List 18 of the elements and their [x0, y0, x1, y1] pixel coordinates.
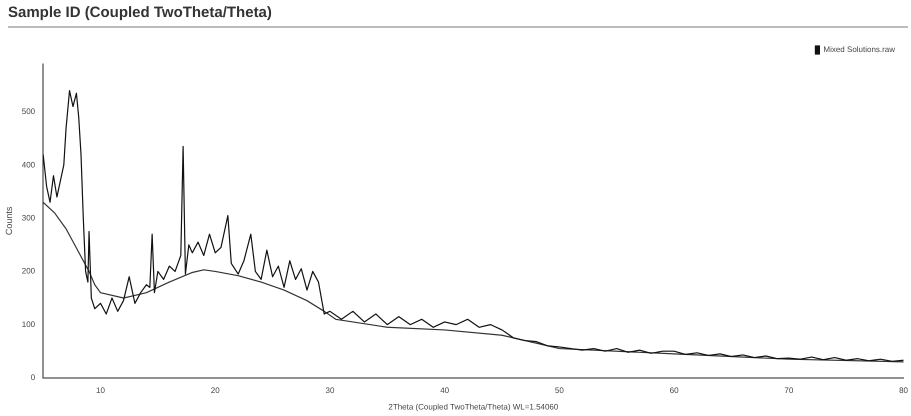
- chart-title: Sample ID (Coupled TwoTheta/Theta): [8, 4, 272, 21]
- x-tick-label: 10: [96, 386, 106, 395]
- x-tick-label: 70: [784, 386, 794, 395]
- x-tick-label: 50: [554, 386, 564, 395]
- x-tick-label: 60: [670, 386, 680, 395]
- x-axis-title: 2Theta (Coupled TwoTheta/Theta) WL=1.54060: [388, 402, 559, 412]
- y-tick-label: 200: [22, 266, 36, 276]
- y-tick-label: 300: [22, 213, 36, 222]
- y-axis-title: Counts: [4, 206, 14, 236]
- y-tick-label: 100: [22, 320, 36, 329]
- y-tick-label: 500: [22, 107, 36, 116]
- legend-label: Mixed Solutions.raw: [823, 45, 896, 54]
- y-tick-label: 0: [30, 373, 36, 382]
- x-tick-label: 30: [325, 386, 335, 395]
- x-tick-label: 40: [440, 386, 450, 395]
- y-tick-label: 400: [22, 160, 36, 170]
- x-tick-label: 20: [210, 386, 220, 395]
- x-tick-label: 80: [899, 386, 909, 395]
